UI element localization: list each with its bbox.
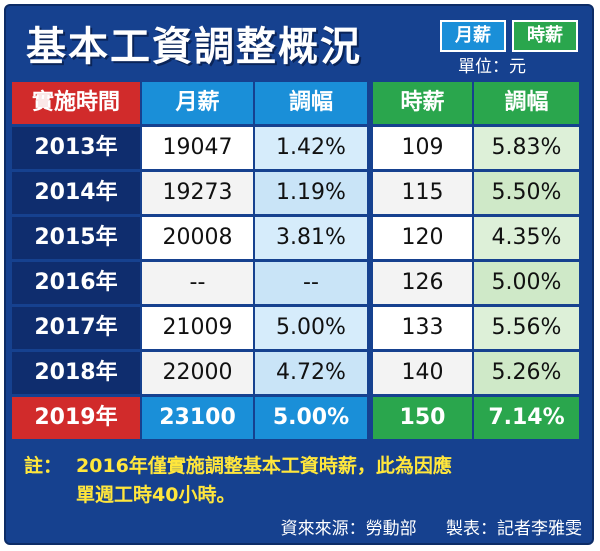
- monthly-wage-cell: 22000: [142, 352, 253, 394]
- year-cell: 2019年: [12, 397, 140, 439]
- legend-month-badge: 月薪: [440, 20, 506, 52]
- monthly-wage-cell: 23100: [142, 397, 253, 439]
- page-title: 基本工資調整概況: [26, 23, 362, 70]
- hourly-change-cell: 5.56%: [474, 307, 579, 349]
- table-row: 2016年 -- -- 126 5.00%: [12, 262, 579, 304]
- unit-label: 單位：元: [458, 57, 526, 77]
- year-cell: 2016年: [12, 262, 140, 304]
- table-row: 2018年 22000 4.72% 140 5.26%: [12, 352, 579, 394]
- hourly-wage-cell: 140: [373, 352, 472, 394]
- table-row: 2017年 21009 5.00% 133 5.56%: [12, 307, 579, 349]
- year-cell: 2013年: [12, 127, 140, 169]
- year-cell: 2018年: [12, 352, 140, 394]
- hourly-wage-cell: 115: [373, 172, 472, 214]
- monthly-change-cell: 5.00%: [255, 397, 367, 439]
- header-hourly-change: 調幅: [474, 82, 579, 124]
- hourly-change-cell: 5.26%: [474, 352, 579, 394]
- hourly-wage-cell: 133: [373, 307, 472, 349]
- header-monthly-change: 調幅: [255, 82, 367, 124]
- monthly-change-cell: 1.19%: [255, 172, 367, 214]
- hourly-change-cell: 5.00%: [474, 262, 579, 304]
- monthly-change-cell: 5.00%: [255, 307, 367, 349]
- footnote-line-2: 單週工時40小時。: [76, 484, 236, 506]
- credits: 資來來源：勞動部 製表：記者李雅雯: [281, 514, 582, 539]
- table-header-row: 實施時間 月薪 調幅 時薪 調幅: [12, 82, 579, 124]
- monthly-wage-cell: 21009: [142, 307, 253, 349]
- hourly-wage-cell: 120: [373, 217, 472, 259]
- hourly-change-cell: 7.14%: [474, 397, 579, 439]
- year-cell: 2017年: [12, 307, 140, 349]
- hourly-wage-cell: 126: [373, 262, 472, 304]
- monthly-change-cell: 4.72%: [255, 352, 367, 394]
- monthly-wage-cell: --: [142, 262, 253, 304]
- monthly-change-cell: 1.42%: [255, 127, 367, 169]
- hourly-change-cell: 5.50%: [474, 172, 579, 214]
- table-row: 2013年 19047 1.42% 109 5.83%: [12, 127, 579, 169]
- hourly-wage-cell: 109: [373, 127, 472, 169]
- header-date: 實施時間: [12, 82, 140, 124]
- monthly-change-cell: 3.81%: [255, 217, 367, 259]
- legend-hour-badge: 時薪: [512, 20, 578, 52]
- year-cell: 2014年: [12, 172, 140, 214]
- monthly-change-cell: --: [255, 262, 367, 304]
- table-row: 2014年 19273 1.19% 115 5.50%: [12, 172, 579, 214]
- header-hourly: 時薪: [373, 82, 472, 124]
- hourly-change-cell: 5.83%: [474, 127, 579, 169]
- footnote-label: 註：: [24, 455, 63, 477]
- hourly-change-cell: 4.35%: [474, 217, 579, 259]
- monthly-wage-cell: 19047: [142, 127, 253, 169]
- monthly-wage-cell: 20008: [142, 217, 253, 259]
- header-monthly: 月薪: [142, 82, 253, 124]
- source-credit: 資來來源：勞動部: [280, 519, 417, 539]
- maker-credit: 製表：記者李雅雯: [446, 519, 582, 539]
- monthly-wage-cell: 19273: [142, 172, 253, 214]
- year-cell: 2015年: [12, 217, 140, 259]
- footnote-line-1: 2016年僅實施調整基本工資時薪，此為因應: [76, 455, 452, 477]
- hourly-wage-cell: 150: [373, 397, 472, 439]
- table-row-highlight: 2019年 23100 5.00% 150 7.14%: [12, 397, 579, 439]
- table-row: 2015年 20008 3.81% 120 4.35%: [12, 217, 579, 259]
